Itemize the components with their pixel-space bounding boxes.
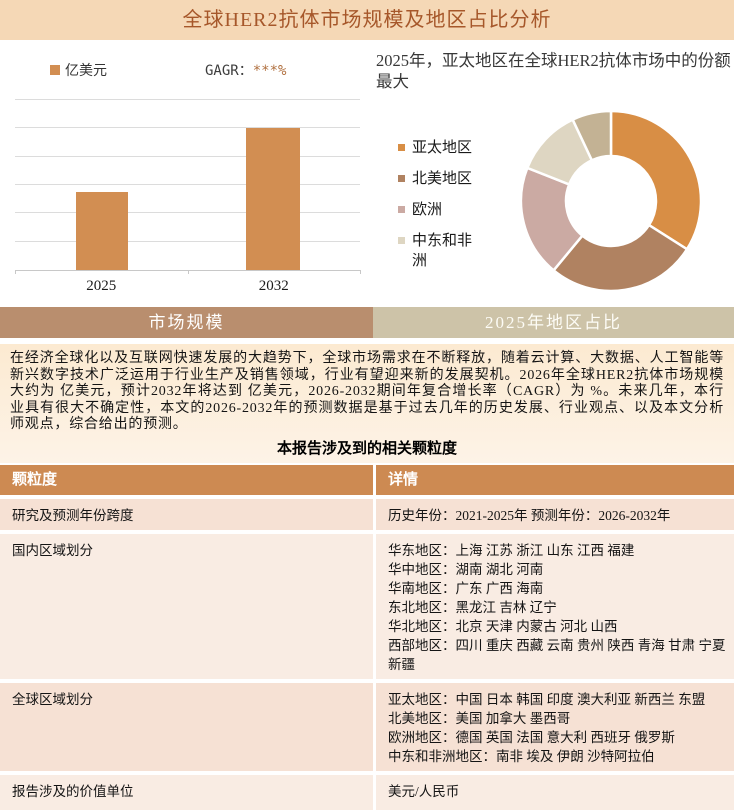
section-tabs: 市场规模 2025年地区占比 [0,307,734,338]
legend-label: 亚太地区 [412,140,473,156]
bar-2032 [246,128,300,270]
bar-legend-label: 亿美元 [65,64,107,79]
bar-legend: 亿美元 [50,60,107,80]
row-detail: 亚太地区：中国 日本 韩国 印度 澳大利亚 新西兰 东盟 北美地区：美国 加拿大… [373,682,734,771]
bar-legend-marker-icon [50,65,60,75]
cagr-value: ***% [252,63,287,79]
row-label: 全球区域划分 [0,682,373,771]
page-header: 全球HER2抗体市场规模及地区占比分析 [0,0,734,40]
table-header-row: 颗粒度 详情 [0,464,734,495]
table-row: 报告涉及的价值单位 美元/人民币 [0,774,734,810]
table-row: 全球区域划分 亚太地区：中国 日本 韩国 印度 澳大利亚 新西兰 东盟 北美地区… [0,682,734,771]
legend-marker-icon [398,237,405,244]
bar-chart-plot [15,99,361,274]
bar-2025 [76,192,128,270]
tab-region-share[interactable]: 2025年地区占比 [373,307,734,338]
axis-tick [187,270,189,274]
granularity-table: 颗粒度 详情 研究及预测年份跨度 历史年份：2021-2025年 预测年份：20… [0,464,734,810]
x-label-2032: 2032 [258,278,289,294]
gridline [15,212,360,214]
donut-chart [519,109,703,293]
legend-marker-icon [398,175,405,182]
legend-item-apac: 亚太地区 [398,138,480,158]
row-label: 国内区域划分 [0,533,373,679]
row-detail: 华东地区：上海 江苏 浙江 山东 江西 福建 华中地区：湖南 湖北 河南 华南地… [373,533,734,679]
gridline [15,155,360,157]
gridline [15,184,360,185]
row-detail: 美元/人民币 [373,774,734,810]
legend-item-north-america: 北美地区 [398,169,480,189]
gridline [15,99,360,100]
axis-tick [15,270,16,274]
report-body: 在经济全球化以及互联网快速发展的大趋势下，全球市场需求在不断释放，随着云计算、大… [0,344,734,810]
legend-label: 北美地区 [412,171,473,187]
legend-label: 中东和非洲 [412,233,473,269]
page-title: 全球HER2抗体市场规模及地区占比分析 [182,9,552,31]
gridline [15,127,360,129]
x-label-2025: 2025 [86,278,117,294]
intro-paragraph: 在经济全球化以及互联网快速发展的大趋势下，全球市场需求在不断释放，随着云计算、大… [10,351,724,432]
bar-chart-panel: 亿美元 GAGR：***% 2025 2032 [0,40,370,305]
legend-label: 欧洲 [412,202,443,218]
legend-item-mea: 中东和非洲 [398,231,480,271]
x-axis-labels: 2025 2032 [15,278,360,295]
table-row: 研究及预测年份跨度 历史年份：2021-2025年 预测年份：2026-2032… [0,498,734,530]
intro-block: 在经济全球化以及互联网快速发展的大趋势下，全球市场需求在不断释放，随着云计算、大… [0,344,734,463]
tab-market-size[interactable]: 市场规模 [0,307,373,338]
table-row: 国内区域划分 华东地区：上海 江苏 浙江 山东 江西 福建 华中地区：湖南 湖北… [0,533,734,679]
charts-section: 亿美元 GAGR：***% 2025 2032 20 [0,40,734,305]
cagr-label: GAGR： [205,63,253,79]
legend-marker-icon [398,144,405,151]
donut-legend: 亚太地区 北美地区 欧洲 中东和非洲 [398,138,480,282]
axis-tick [360,270,361,274]
donut-chart-panel: 2025年，亚太地区在全球HER2抗体市场中的份额最大 亚太地区 北美地区 欧洲… [370,40,734,305]
col-header-granularity: 颗粒度 [12,471,58,488]
row-label: 报告涉及的价值单位 [0,774,373,810]
row-label: 研究及预测年份跨度 [0,498,373,530]
table-title: 本报告涉及到的相关颗粒度 [276,439,457,457]
legend-item-europe: 欧洲 [398,200,480,220]
legend-marker-icon [398,206,405,213]
row-detail: 历史年份：2021-2025年 预测年份：2026-2032年 [373,498,734,530]
col-header-detail: 详情 [373,464,734,495]
gridline [15,240,360,242]
cagr-note: GAGR：***% [205,60,286,80]
donut-chart-title: 2025年，亚太地区在全球HER2抗体市场中的份额最大 [376,51,731,91]
